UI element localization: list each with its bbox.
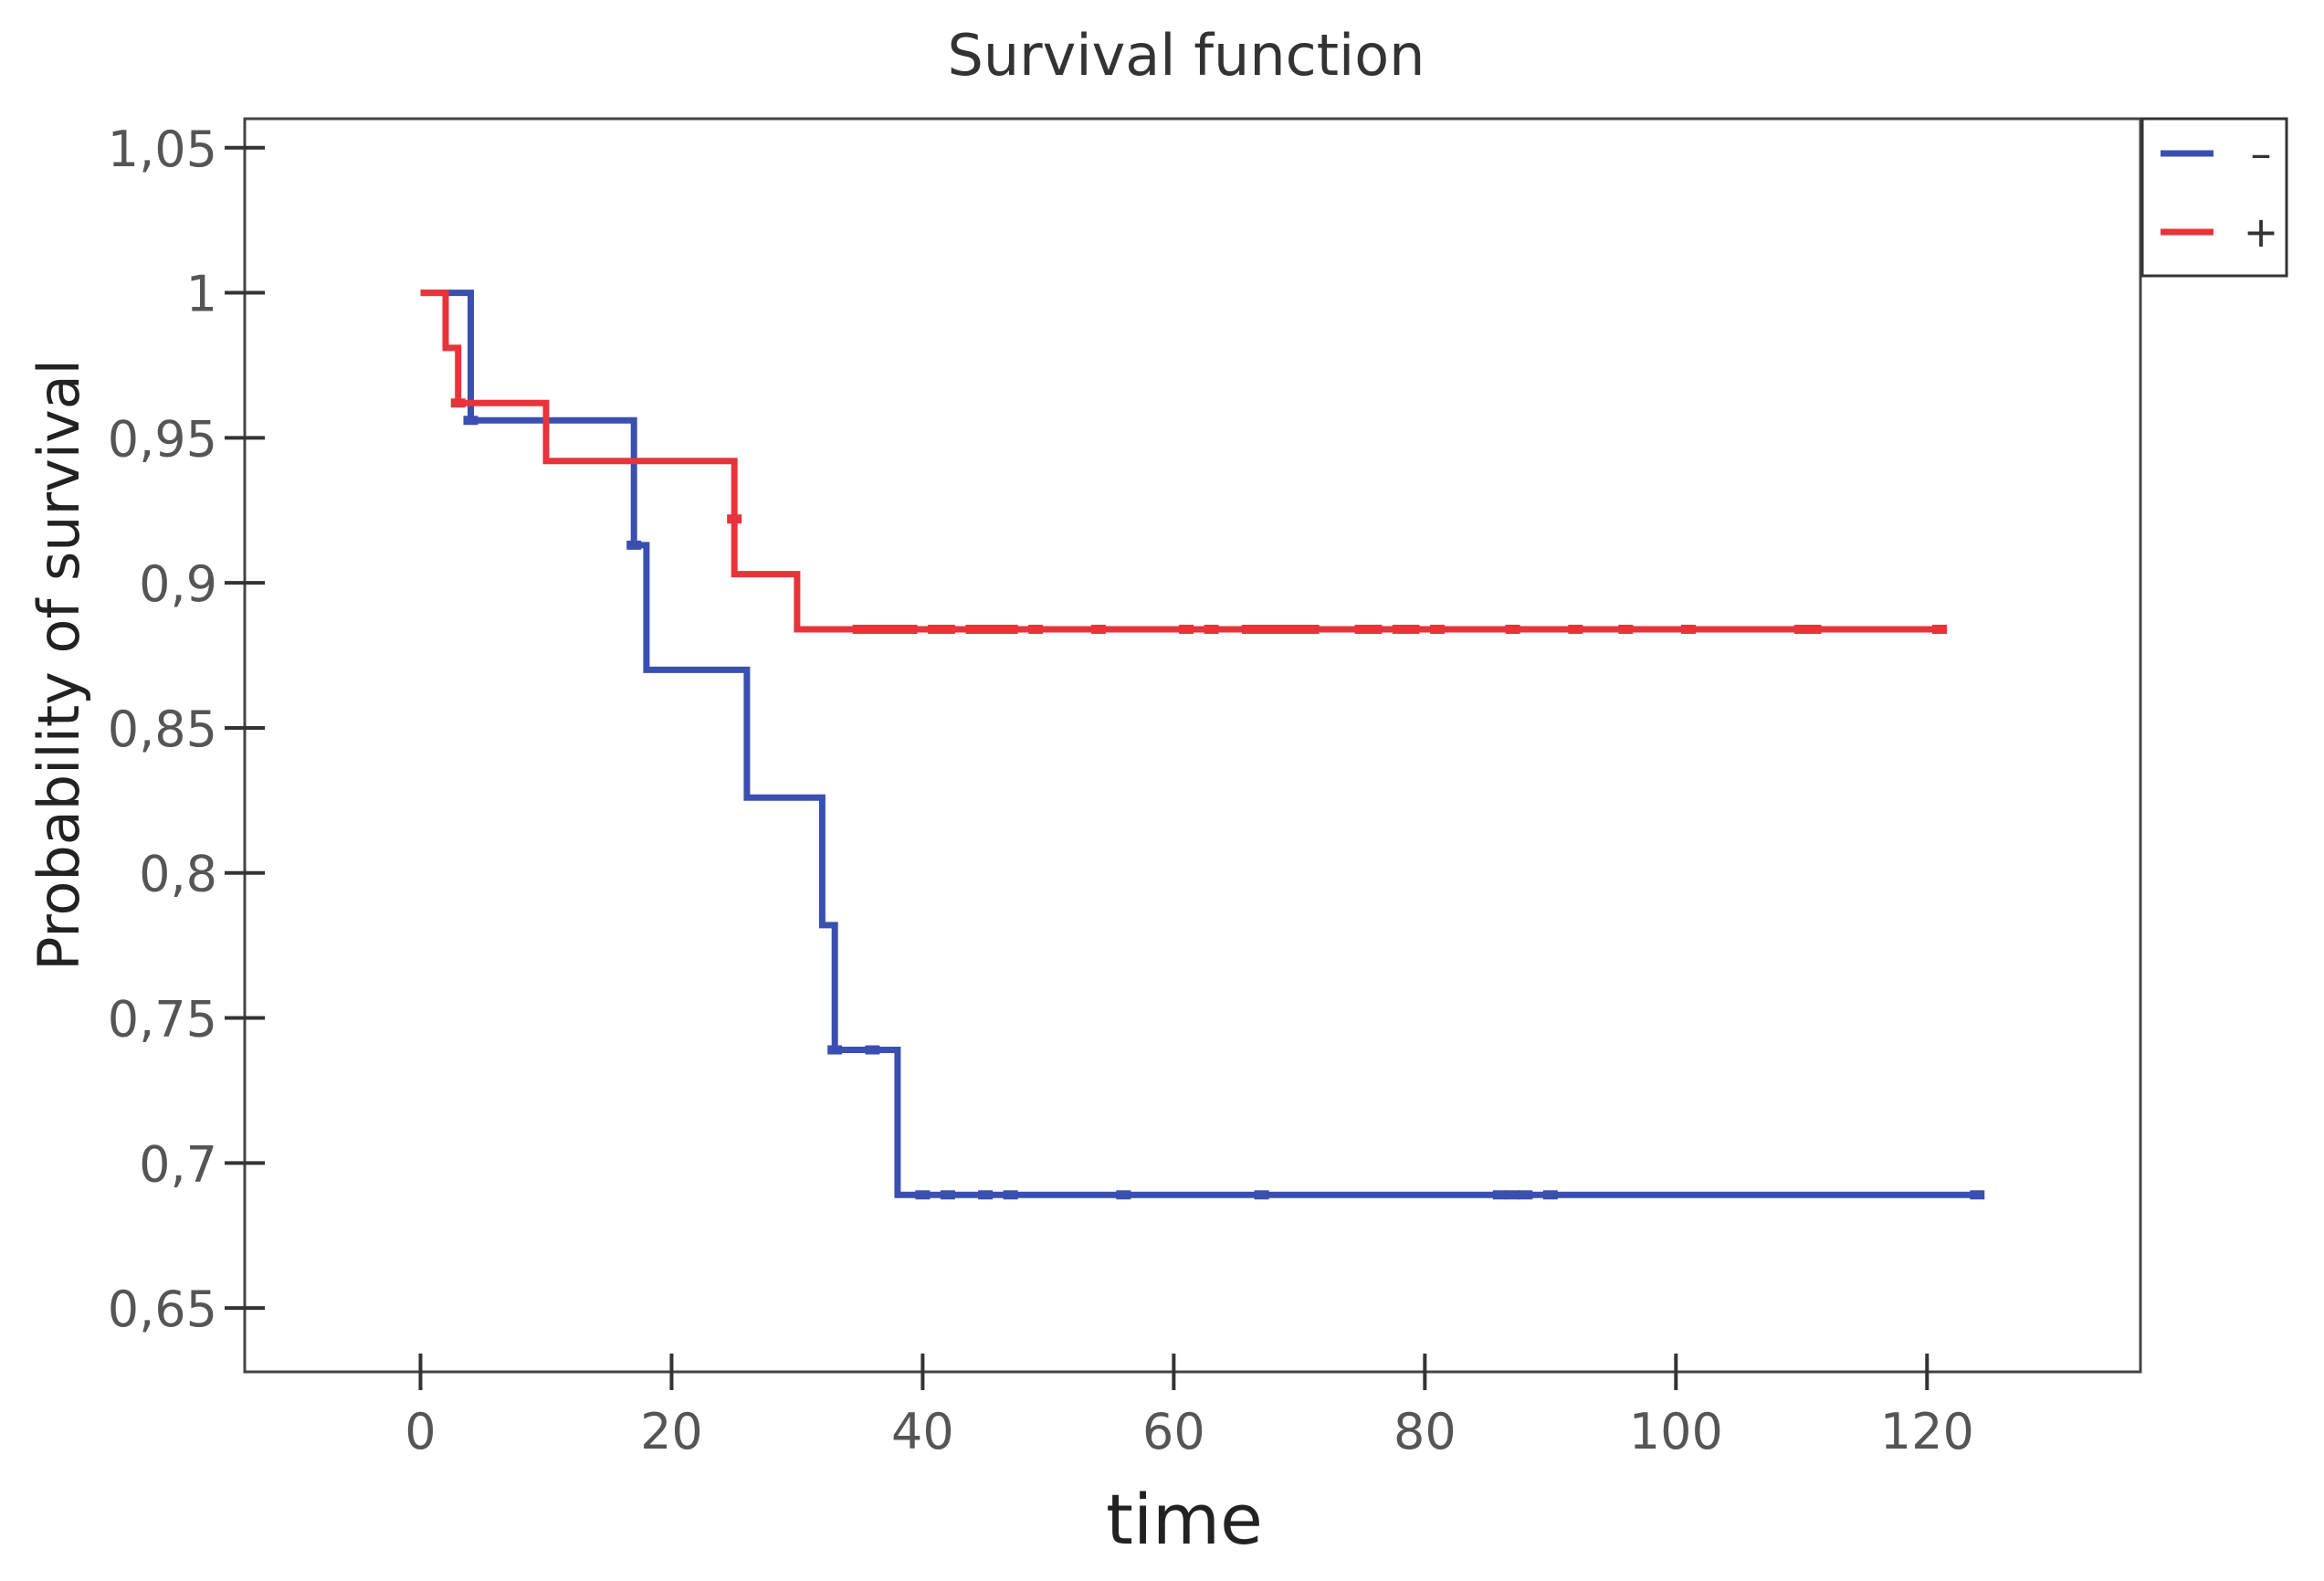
y-tick-label: 0,95 (108, 410, 217, 468)
x-tick-label: 100 (1629, 1403, 1723, 1460)
x-tick-label: 60 (1142, 1403, 1205, 1460)
y-tick-label: 0,85 (108, 701, 217, 758)
plot-frame (243, 117, 2142, 1374)
y-tick-label: 0,65 (108, 1281, 217, 1338)
series-line (420, 290, 1940, 633)
y-tick-label: 1 (186, 266, 217, 323)
legend-box (2140, 117, 2288, 278)
y-axis-label: Probability of survival (26, 359, 92, 971)
x-tick-label: 20 (640, 1403, 703, 1460)
y-tick-label: 0,8 (139, 846, 217, 903)
series-plus (420, 290, 1948, 634)
y-tick-label: 0,7 (139, 1135, 217, 1193)
x-axis: 0 20 40 60 80 100 120 (405, 1354, 1974, 1460)
legend-label: – (2251, 129, 2272, 178)
series-minus (420, 290, 1985, 1200)
series-line (420, 290, 1978, 1198)
legend: –+ (2140, 117, 2288, 278)
y-axis: 0,65 0,7 0,75 0,8 0,85 0,9 0,95 1 1,05 (108, 121, 265, 1338)
x-tick-label: 40 (891, 1403, 954, 1460)
x-tick-label: 120 (1880, 1403, 1974, 1460)
x-tick-label: 0 (405, 1403, 436, 1460)
y-tick-label: 1,05 (108, 121, 217, 178)
series-layer (420, 290, 1985, 1200)
x-axis-label: time (1106, 1479, 1263, 1560)
y-tick-label: 0,9 (139, 555, 217, 613)
legend-label: + (2244, 207, 2279, 257)
y-tick-label: 0,75 (108, 991, 217, 1049)
x-tick-label: 80 (1393, 1403, 1456, 1460)
chart-title: Survival function (948, 22, 1425, 89)
